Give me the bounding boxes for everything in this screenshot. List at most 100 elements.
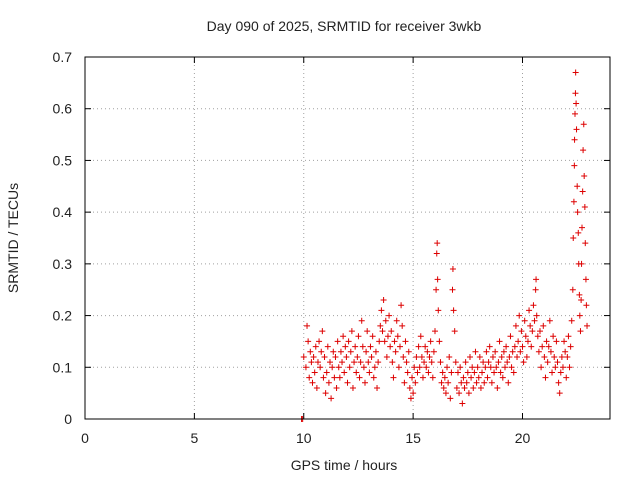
data-point bbox=[552, 364, 559, 371]
data-point bbox=[520, 359, 527, 366]
data-point bbox=[323, 369, 330, 376]
data-point bbox=[493, 364, 500, 371]
data-point bbox=[538, 364, 545, 371]
y-tick-label: 0.1 bbox=[53, 359, 73, 375]
data-point bbox=[307, 348, 314, 355]
data-point bbox=[533, 276, 540, 283]
data-point bbox=[471, 369, 478, 376]
data-point bbox=[384, 333, 391, 340]
data-point bbox=[352, 343, 359, 350]
data-point bbox=[418, 353, 425, 360]
data-point bbox=[430, 348, 437, 355]
data-point bbox=[488, 379, 495, 386]
data-point bbox=[554, 359, 561, 366]
data-point bbox=[387, 343, 394, 350]
data-point bbox=[570, 235, 577, 241]
data-point bbox=[306, 374, 313, 381]
data-point bbox=[449, 266, 456, 273]
data-point bbox=[365, 359, 372, 366]
data-point bbox=[308, 359, 315, 366]
data-point bbox=[402, 338, 409, 345]
chart-title: Day 090 of 2025, SRMTID for receiver 3wk… bbox=[207, 18, 482, 34]
data-point bbox=[405, 348, 412, 355]
data-point bbox=[542, 374, 549, 381]
data-point bbox=[572, 69, 579, 76]
data-point bbox=[330, 348, 337, 355]
data-point bbox=[357, 359, 364, 366]
data-point bbox=[464, 369, 471, 376]
data-point bbox=[426, 353, 433, 360]
data-point bbox=[341, 369, 348, 376]
data-point bbox=[573, 100, 580, 107]
data-point bbox=[375, 359, 382, 366]
data-point bbox=[533, 312, 540, 319]
data-point bbox=[317, 364, 324, 371]
data-point bbox=[348, 328, 355, 335]
data-point bbox=[461, 384, 468, 391]
data-point bbox=[458, 379, 465, 386]
data-point bbox=[339, 359, 346, 366]
data-point bbox=[495, 359, 502, 366]
data-point bbox=[503, 343, 510, 350]
data-point bbox=[565, 333, 572, 340]
data-point bbox=[574, 209, 581, 216]
data-point bbox=[327, 359, 333, 366]
data-point bbox=[449, 286, 456, 293]
data-point bbox=[422, 343, 429, 350]
data-point bbox=[509, 348, 516, 355]
data-point bbox=[347, 348, 354, 355]
data-point bbox=[349, 384, 356, 391]
data-point bbox=[515, 338, 522, 345]
data-point bbox=[527, 322, 534, 329]
data-point bbox=[386, 312, 393, 319]
data-point bbox=[497, 369, 504, 376]
data-point bbox=[546, 317, 553, 324]
data-point bbox=[368, 353, 375, 360]
data-point bbox=[494, 384, 501, 391]
data-point bbox=[510, 369, 517, 376]
data-point bbox=[305, 338, 312, 345]
y-tick-label: 0.2 bbox=[53, 308, 73, 324]
data-point bbox=[578, 260, 585, 267]
data-point bbox=[404, 369, 411, 376]
data-point bbox=[419, 374, 426, 381]
data-point bbox=[314, 359, 321, 366]
data-point bbox=[437, 359, 444, 366]
data-point bbox=[540, 322, 547, 329]
data-point bbox=[579, 224, 585, 231]
data-point bbox=[460, 374, 467, 381]
data-point bbox=[340, 333, 347, 340]
data-point bbox=[486, 343, 493, 350]
data-point bbox=[442, 390, 449, 397]
data-point bbox=[541, 353, 548, 360]
data-point bbox=[377, 322, 384, 329]
data-point bbox=[570, 198, 577, 205]
data-point bbox=[580, 147, 587, 154]
data-point bbox=[417, 333, 424, 340]
data-point bbox=[528, 343, 535, 350]
data-point bbox=[410, 390, 417, 397]
data-point bbox=[537, 328, 543, 335]
data-point bbox=[397, 343, 403, 350]
data-point bbox=[582, 240, 589, 247]
data-point bbox=[468, 374, 475, 381]
data-point bbox=[360, 364, 367, 371]
data-point bbox=[508, 364, 515, 371]
data-point bbox=[566, 364, 573, 371]
data-point bbox=[421, 359, 428, 366]
y-tick-label: 0.6 bbox=[53, 101, 73, 117]
data-point bbox=[316, 338, 323, 345]
data-point bbox=[562, 348, 569, 355]
data-point bbox=[382, 317, 389, 324]
data-point bbox=[409, 374, 416, 381]
data-point bbox=[505, 379, 512, 386]
data-point bbox=[302, 364, 309, 371]
data-point bbox=[331, 374, 338, 381]
data-point bbox=[564, 353, 571, 360]
data-point bbox=[576, 312, 583, 319]
data-point bbox=[551, 353, 558, 360]
data-point bbox=[391, 338, 398, 345]
data-point bbox=[407, 395, 414, 402]
data-point bbox=[400, 353, 407, 360]
data-point bbox=[581, 172, 588, 179]
